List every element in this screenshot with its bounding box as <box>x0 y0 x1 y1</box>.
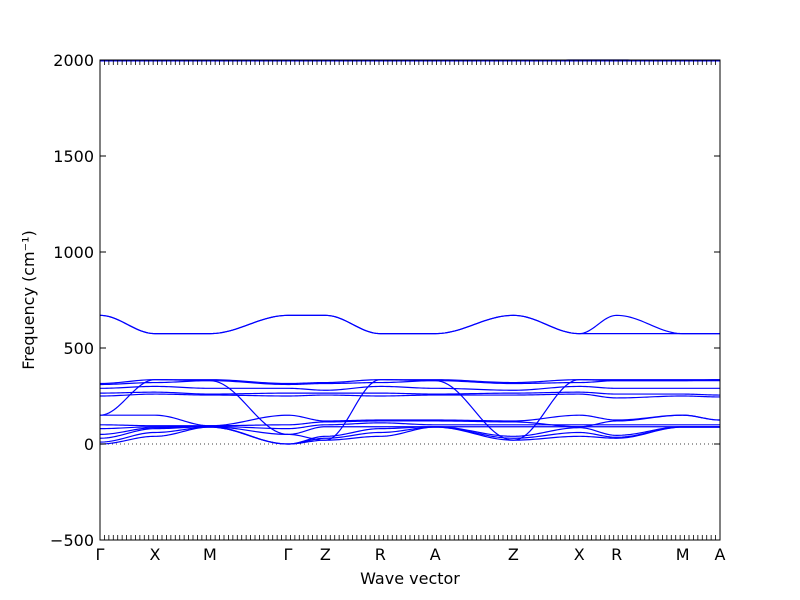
y-tick-label: 1500 <box>53 147 94 166</box>
band-line-11 <box>99 385 720 391</box>
band-line-9 <box>99 393 720 399</box>
band-line-14 <box>99 314 720 335</box>
band-line-10 <box>100 391 720 396</box>
y-tick-label: −500 <box>50 531 94 550</box>
x-tick-label: R <box>611 545 622 564</box>
band-line-2 <box>99 426 720 445</box>
x-axis-label: Wave vector <box>360 569 460 588</box>
y-axis-label: Frequency (cm⁻¹) <box>19 230 38 369</box>
y-tick-label: 2000 <box>53 51 94 70</box>
y-tick-label: 1000 <box>53 243 94 262</box>
plot-area: −500 0 500 1000 1500 2000 Γ X M Γ Z R A Z X R M A <box>50 51 725 564</box>
plot-frame <box>99 59 721 541</box>
y-tick-label: 0 <box>84 435 94 454</box>
x-tick-label: Z <box>320 545 331 564</box>
x-tick-label: M <box>203 545 217 564</box>
x-tick-label: R <box>375 545 386 564</box>
x-tick-label: A <box>430 545 441 564</box>
x-tick-label: Z <box>508 545 519 564</box>
band-line-15 <box>99 314 720 335</box>
band-line-12 <box>99 380 720 386</box>
y-tick-label: 500 <box>63 339 94 358</box>
band-line-13 <box>99 379 720 385</box>
x-tick-label: Γ <box>96 545 105 564</box>
x-tick-label: X <box>149 545 160 564</box>
band-line-7 <box>100 414 721 427</box>
x-tick-label: M <box>676 545 690 564</box>
band-line-6 <box>100 414 721 428</box>
x-tick-label: Γ <box>284 545 293 564</box>
x-tick-label: A <box>715 545 726 564</box>
x-tick-label: X <box>574 545 585 564</box>
